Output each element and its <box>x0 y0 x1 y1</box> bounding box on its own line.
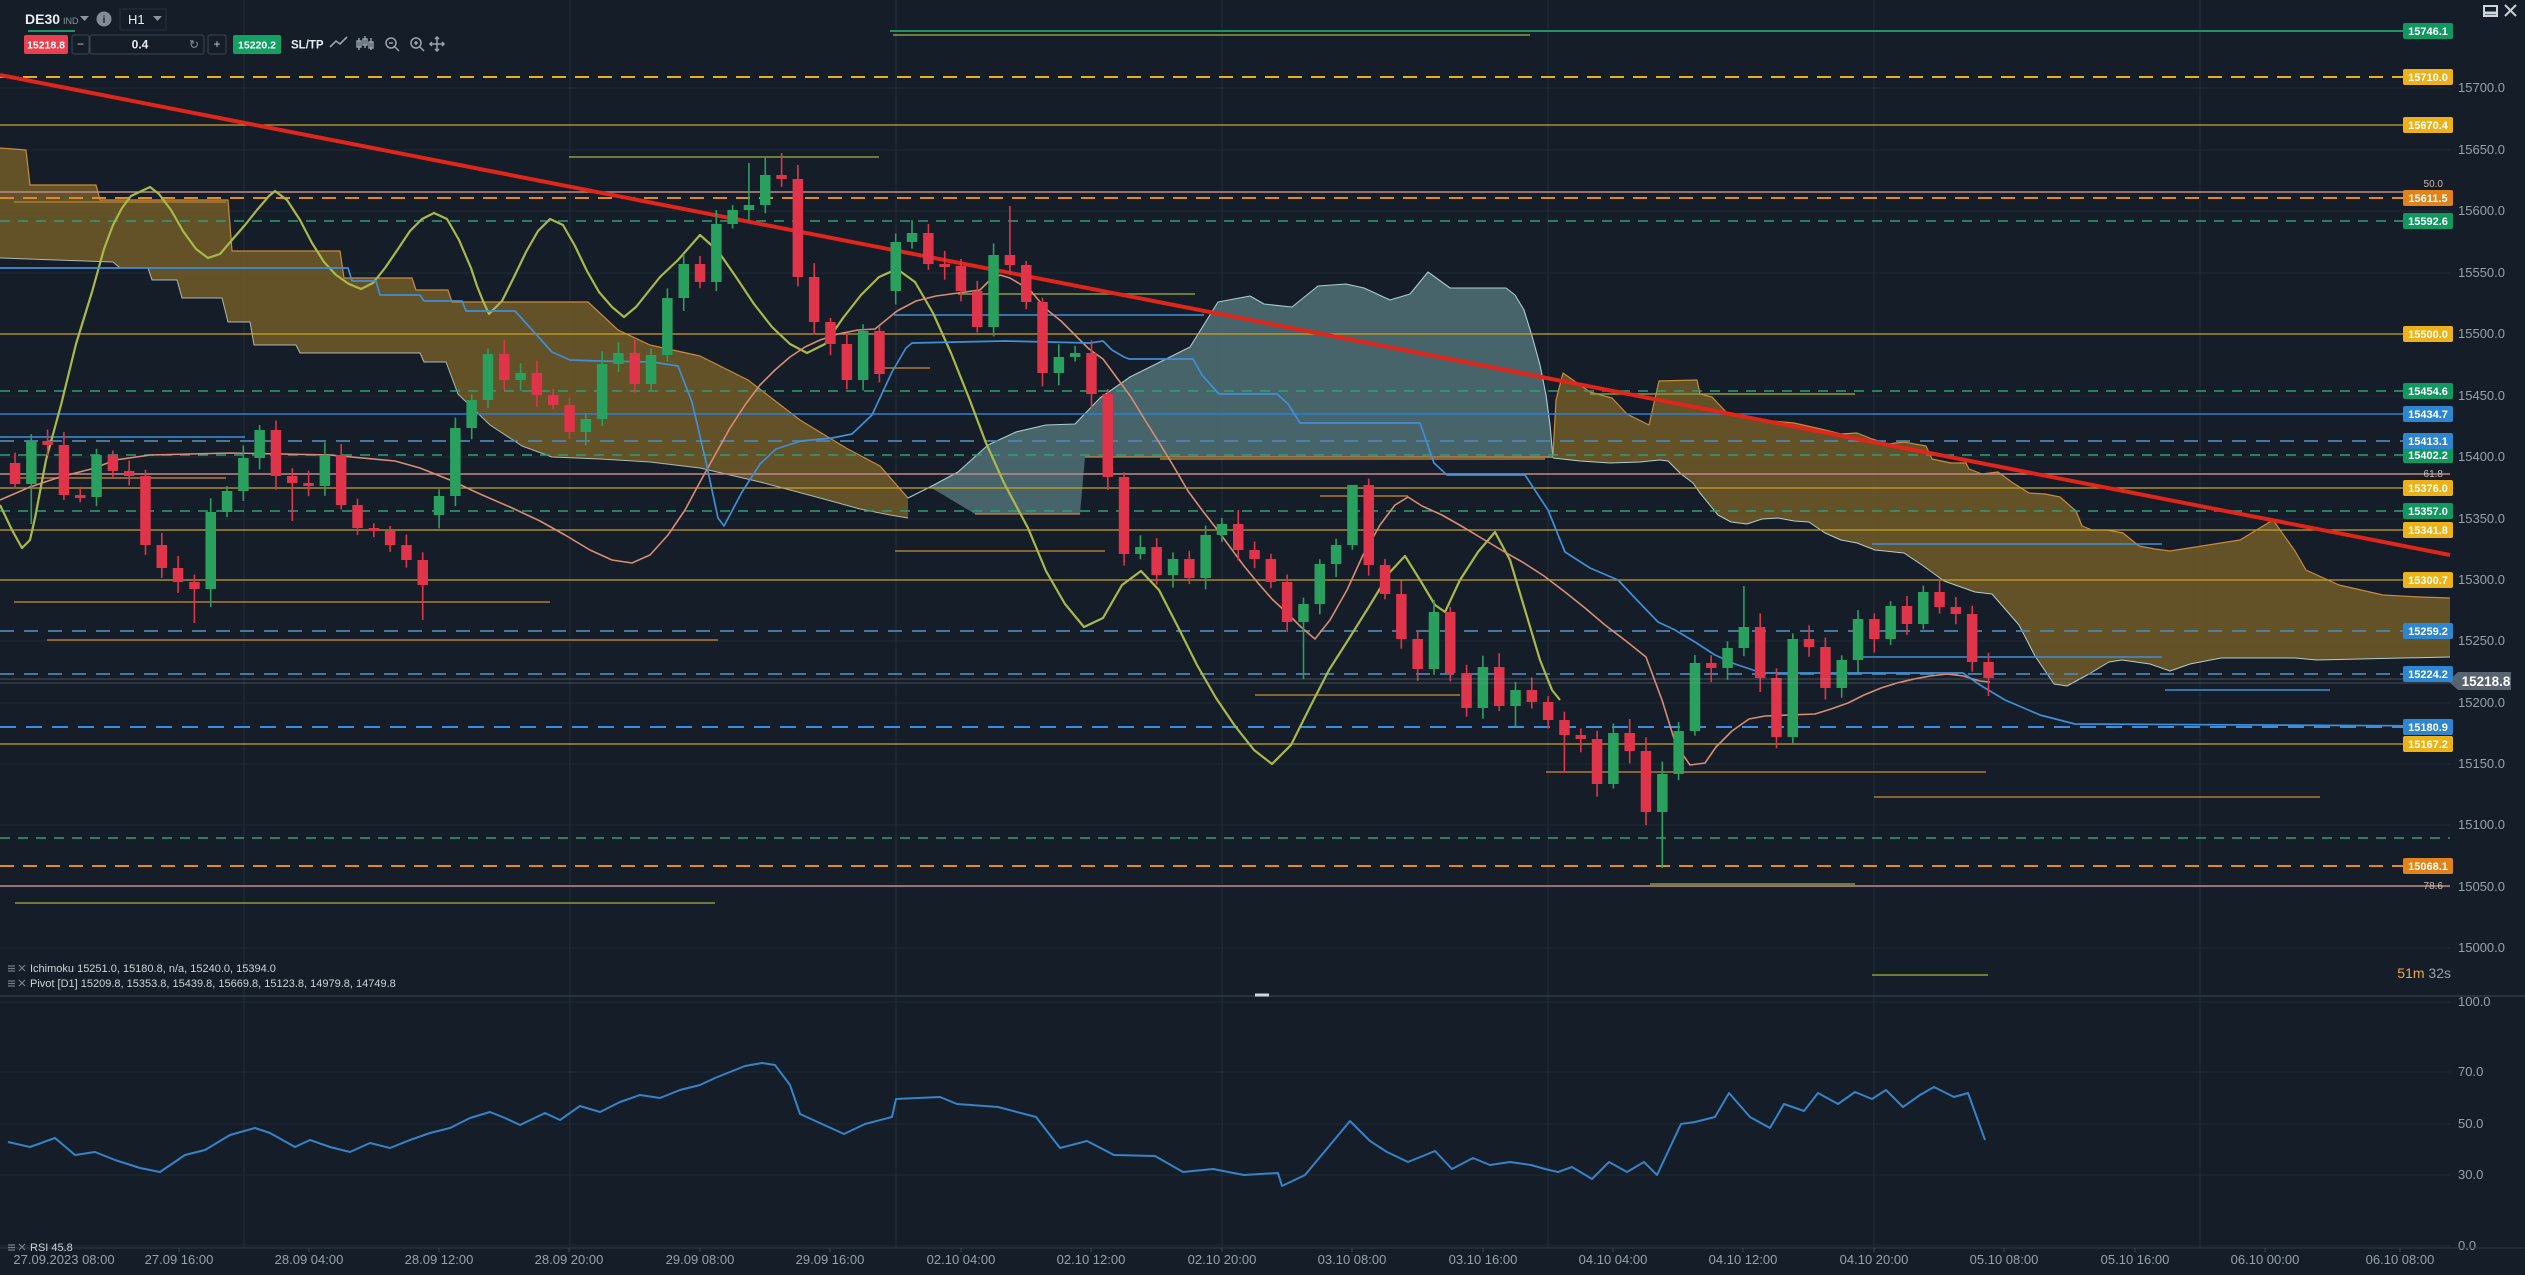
svg-text:15300.7: 15300.7 <box>2408 575 2448 587</box>
svg-text:15746.1: 15746.1 <box>2408 26 2448 38</box>
svg-text:29.09 08:00: 29.09 08:00 <box>666 1252 735 1267</box>
svg-text:02.10 12:00: 02.10 12:00 <box>1057 1252 1126 1267</box>
svg-text:15218.8: 15218.8 <box>27 40 65 52</box>
svg-text:15700.0: 15700.0 <box>2458 80 2505 95</box>
svg-text:Ichimoku 15251.0, 15180.8, n/a: Ichimoku 15251.0, 15180.8, n/a, 15240.0,… <box>30 963 276 975</box>
svg-text:15218.8: 15218.8 <box>2462 674 2511 689</box>
svg-text:RSI 45.8: RSI 45.8 <box>30 1242 73 1254</box>
svg-text:0.4: 0.4 <box>132 38 149 52</box>
svg-text:28.09 12:00: 28.09 12:00 <box>405 1252 474 1267</box>
svg-text:15611.5: 15611.5 <box>2408 193 2447 205</box>
svg-text:15400.0: 15400.0 <box>2458 449 2505 464</box>
svg-text:0.0: 0.0 <box>2458 1238 2476 1253</box>
svg-text:27.09 16:00: 27.09 16:00 <box>145 1252 214 1267</box>
svg-text:50.0: 50.0 <box>2458 1116 2483 1131</box>
svg-text:15434.7: 15434.7 <box>2408 409 2448 421</box>
svg-text:02.10 20:00: 02.10 20:00 <box>1188 1252 1257 1267</box>
svg-text:−: − <box>77 37 84 51</box>
svg-text:15224.2: 15224.2 <box>2408 669 2448 681</box>
svg-text:15100.0: 15100.0 <box>2458 817 2505 832</box>
svg-text:05.10 08:00: 05.10 08:00 <box>1970 1252 2039 1267</box>
svg-text:15650.0: 15650.0 <box>2458 142 2505 157</box>
svg-text:i: i <box>103 15 106 26</box>
svg-text:03.10 16:00: 03.10 16:00 <box>1449 1252 1518 1267</box>
svg-text:15500.0: 15500.0 <box>2408 329 2448 341</box>
svg-text:15592.6: 15592.6 <box>2408 216 2448 228</box>
svg-text:15259.2: 15259.2 <box>2408 626 2448 638</box>
svg-text:15450.0: 15450.0 <box>2458 388 2505 403</box>
svg-text:15300.0: 15300.0 <box>2458 572 2505 587</box>
svg-text:15376.0: 15376.0 <box>2408 483 2448 495</box>
svg-text:H1: H1 <box>128 12 145 27</box>
svg-text:15000.0: 15000.0 <box>2458 940 2505 955</box>
svg-text:28.09 20:00: 28.09 20:00 <box>535 1252 604 1267</box>
svg-text:28.09 04:00: 28.09 04:00 <box>275 1252 344 1267</box>
svg-text:15200.0: 15200.0 <box>2458 695 2505 710</box>
svg-text:15068.1: 15068.1 <box>2408 861 2448 873</box>
svg-text:15500.0: 15500.0 <box>2458 326 2505 341</box>
svg-text:61.8: 61.8 <box>2424 469 2444 480</box>
svg-text:15167.2: 15167.2 <box>2408 739 2448 751</box>
svg-text:100.0: 100.0 <box>2458 994 2491 1009</box>
svg-text:15670.4: 15670.4 <box>2408 120 2449 132</box>
svg-text:↻: ↻ <box>189 38 199 52</box>
svg-text:15350.0: 15350.0 <box>2458 511 2505 526</box>
svg-text:15550.0: 15550.0 <box>2458 265 2505 280</box>
svg-text:04.10 20:00: 04.10 20:00 <box>1840 1252 1909 1267</box>
svg-text:IND: IND <box>63 16 79 26</box>
svg-text:15150.0: 15150.0 <box>2458 756 2505 771</box>
svg-text:78.6: 78.6 <box>2424 881 2444 892</box>
svg-text:15220.2: 15220.2 <box>238 40 276 52</box>
svg-text:15710.0: 15710.0 <box>2408 72 2448 84</box>
svg-text:15413.1: 15413.1 <box>2408 436 2448 448</box>
svg-text:15357.0: 15357.0 <box>2408 506 2448 518</box>
svg-text:50.0: 50.0 <box>2424 179 2444 190</box>
svg-text:15600.0: 15600.0 <box>2458 203 2505 218</box>
svg-text:04.10 12:00: 04.10 12:00 <box>1709 1252 1778 1267</box>
svg-text:04.10 04:00: 04.10 04:00 <box>1579 1252 1648 1267</box>
svg-text:27.09.2023 08:00: 27.09.2023 08:00 <box>13 1252 114 1267</box>
svg-text:15250.0: 15250.0 <box>2458 633 2505 648</box>
svg-text:15341.8: 15341.8 <box>2408 525 2448 537</box>
svg-text:06.10 08:00: 06.10 08:00 <box>2366 1252 2435 1267</box>
svg-text:03.10 08:00: 03.10 08:00 <box>1318 1252 1387 1267</box>
svg-text:30.0: 30.0 <box>2458 1167 2483 1182</box>
svg-text:15050.0: 15050.0 <box>2458 879 2505 894</box>
svg-text:15180.9: 15180.9 <box>2408 722 2448 734</box>
svg-text:15402.2: 15402.2 <box>2408 450 2448 462</box>
svg-text:29.09 16:00: 29.09 16:00 <box>796 1252 865 1267</box>
svg-text:SL/TP: SL/TP <box>291 40 324 52</box>
svg-text:02.10 04:00: 02.10 04:00 <box>927 1252 996 1267</box>
svg-text:DE30: DE30 <box>25 11 60 27</box>
svg-text:05.10 16:00: 05.10 16:00 <box>2101 1252 2170 1267</box>
svg-text:06.10 00:00: 06.10 00:00 <box>2231 1252 2300 1267</box>
svg-text:Pivot [D1] 15209.8, 15353.8, 1: Pivot [D1] 15209.8, 15353.8, 15439.8, 15… <box>30 978 396 990</box>
svg-text:15454.6: 15454.6 <box>2408 386 2448 398</box>
svg-text:51m 32s: 51m 32s <box>2397 965 2451 981</box>
svg-text:+: + <box>213 37 220 51</box>
svg-text:70.0: 70.0 <box>2458 1064 2483 1079</box>
